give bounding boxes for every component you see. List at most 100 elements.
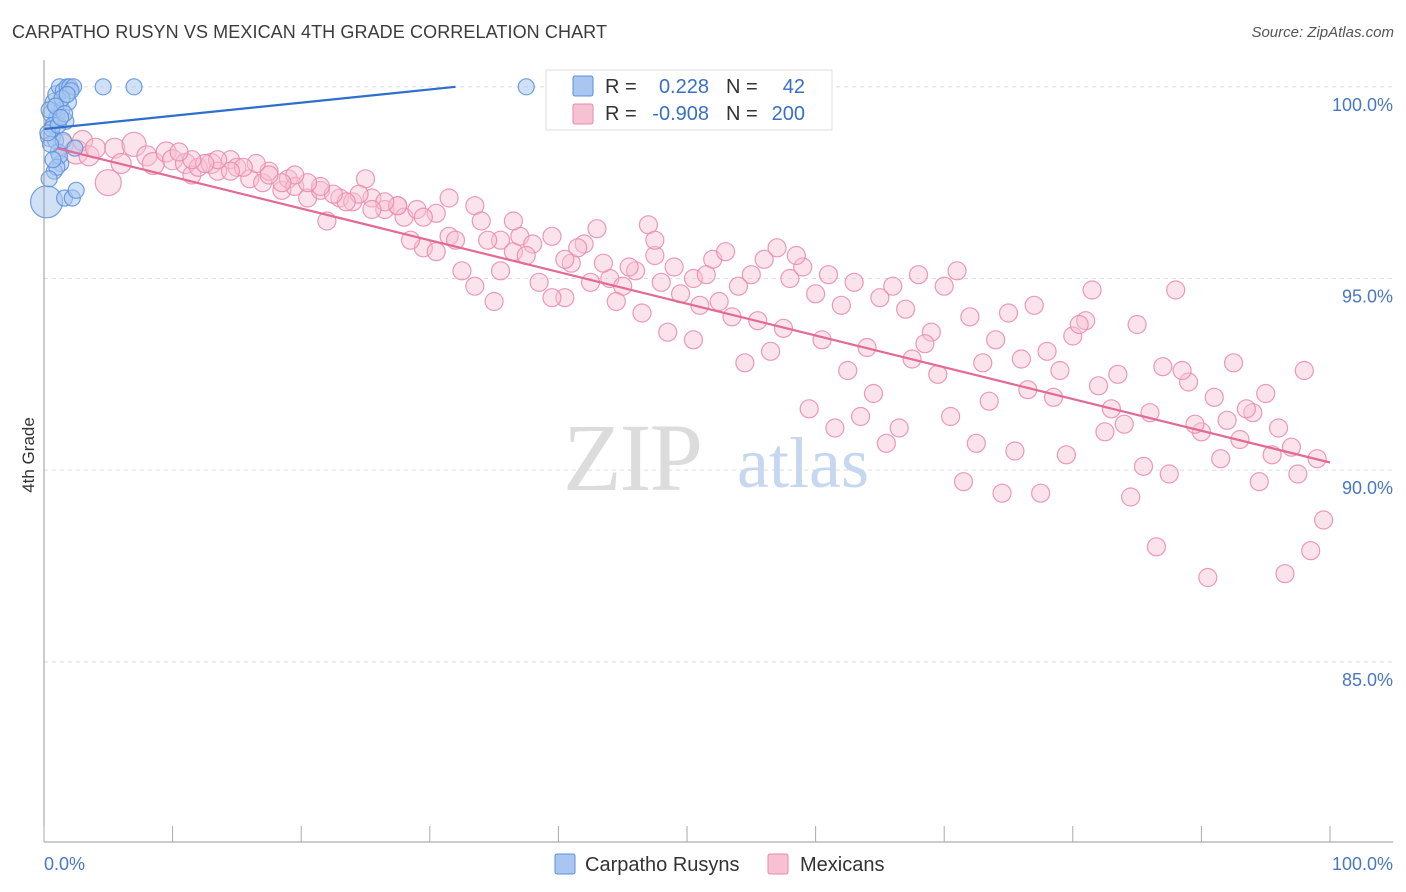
carpatho-rusyn-point xyxy=(94,78,112,96)
series-legend-label-blue: Carpatho Rusyns xyxy=(585,854,740,876)
trend-lines xyxy=(43,85,1331,464)
mexican-point xyxy=(799,399,819,419)
mexicans-trend-line xyxy=(56,147,1331,464)
mexican-point xyxy=(934,276,954,296)
mexican-point xyxy=(606,291,626,312)
mexican-point xyxy=(760,341,781,361)
mexican-point xyxy=(1198,567,1218,588)
y-tick-label: 85.0% xyxy=(1342,670,1393,690)
mexican-point xyxy=(908,265,929,285)
series-legend-swatch-pink xyxy=(767,853,789,875)
mexican-point xyxy=(876,433,896,453)
mexican-point xyxy=(362,199,382,220)
legend-n-label-1: N = xyxy=(726,76,758,98)
mexican-point xyxy=(413,207,433,227)
mexican-point xyxy=(426,203,446,223)
mexican-point xyxy=(979,391,999,411)
mexican-point xyxy=(246,153,266,174)
legend-r-value-2: -0.908 xyxy=(652,103,709,125)
watermark-atlas: atlas xyxy=(737,423,869,503)
mexican-point xyxy=(664,257,684,277)
mexican-point xyxy=(529,272,549,292)
mexican-point xyxy=(169,142,189,162)
carpatho-rusyn-point xyxy=(67,181,85,199)
mexican-point xyxy=(921,322,941,342)
mexican-point xyxy=(1223,353,1244,373)
mexican-point xyxy=(1256,383,1276,404)
y-axis-title: 4th Grade xyxy=(19,417,38,493)
axes xyxy=(43,60,1393,843)
mexican-point xyxy=(1172,360,1192,381)
legend-n-value-2: 200 xyxy=(772,103,805,125)
mexican-point xyxy=(973,353,993,373)
mexican-point xyxy=(362,188,382,208)
mexican-point xyxy=(1011,349,1031,369)
x-tick-label-max: 100.0% xyxy=(1332,854,1393,874)
mexican-point xyxy=(947,261,967,281)
legend-r-value-1: 0.228 xyxy=(659,76,709,98)
y-tick-label: 90.0% xyxy=(1342,478,1393,498)
mexican-point xyxy=(896,299,916,319)
stats-legend: R = 0.228 N = 42 R = -0.908 N = 200 xyxy=(545,69,833,131)
mexican-point xyxy=(1166,280,1186,300)
mexican-point xyxy=(484,291,504,312)
mexican-point xyxy=(1037,341,1057,361)
mexican-point xyxy=(793,257,813,277)
legend-swatch-pink xyxy=(572,103,594,125)
mexican-point xyxy=(780,268,800,289)
mexican-point xyxy=(844,272,864,292)
mexican-point xyxy=(960,307,980,327)
mexican-point xyxy=(1031,483,1051,503)
mexican-point xyxy=(818,265,839,285)
mexican-point xyxy=(1121,487,1141,507)
mexican-point xyxy=(998,303,1019,323)
mexican-point xyxy=(310,176,331,197)
mexican-point xyxy=(1275,564,1295,584)
mexican-point xyxy=(593,253,614,273)
carpatho-rusyn-point xyxy=(44,151,62,169)
source-label: Source: ZipAtlas.com xyxy=(1251,24,1394,41)
mexican-point xyxy=(953,472,974,492)
mexican-point xyxy=(233,157,253,177)
mexican-point xyxy=(1268,418,1289,438)
mexican-point xyxy=(94,169,122,197)
mexican-point xyxy=(471,211,491,231)
mexican-point xyxy=(285,176,305,197)
mexican-point xyxy=(992,483,1012,503)
mexican-point xyxy=(966,433,986,453)
mexican-point xyxy=(709,291,729,312)
mexican-point xyxy=(343,192,363,212)
mexican-point xyxy=(812,330,832,350)
mexican-point xyxy=(220,161,241,181)
mexican-point xyxy=(645,245,665,266)
carpatho-rusyn-point xyxy=(517,78,535,96)
mexican-point xyxy=(735,353,755,373)
mexican-point xyxy=(889,418,909,438)
mexican-point xyxy=(715,242,736,262)
mexican-point xyxy=(851,406,871,427)
mexicans-points xyxy=(52,129,1334,588)
mexican-point xyxy=(883,276,903,296)
mexican-point xyxy=(658,322,678,342)
mexican-point xyxy=(542,226,562,246)
mexican-point xyxy=(490,261,511,281)
mexican-point xyxy=(1050,360,1070,381)
mexican-point xyxy=(1217,410,1237,430)
mexican-point xyxy=(1043,387,1064,407)
mexican-point xyxy=(195,153,215,174)
mexican-point xyxy=(728,276,749,296)
mexican-point xyxy=(1063,326,1083,346)
mexican-point xyxy=(388,196,408,216)
mexican-point xyxy=(1146,537,1166,557)
mexican-point xyxy=(426,242,446,262)
mexican-point xyxy=(683,268,704,289)
mexican-point xyxy=(1294,360,1314,381)
mexican-point xyxy=(1301,541,1321,561)
mexican-point xyxy=(1178,372,1199,392)
y-tick-label: 95.0% xyxy=(1342,287,1393,307)
mexican-point xyxy=(825,418,845,438)
series-legend-label-pink: Mexicans xyxy=(800,854,884,876)
carpatho-rusyn-point xyxy=(58,85,76,104)
watermark-zip: ZIP xyxy=(563,404,701,511)
mexican-point xyxy=(1127,314,1147,335)
